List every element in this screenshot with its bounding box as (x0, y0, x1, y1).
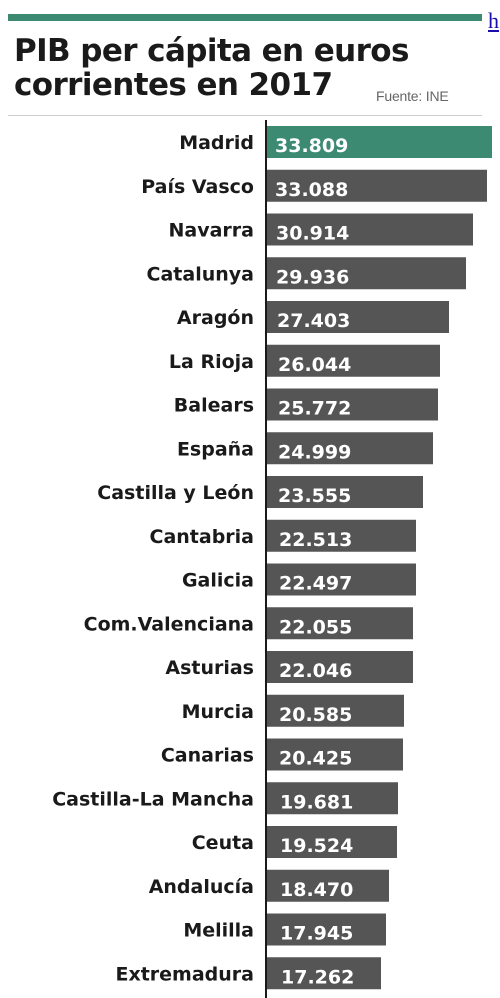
value-label-18: 17.945 (280, 923, 353, 945)
value-label-4: 27.403 (277, 310, 350, 332)
category-label-6: Balears (174, 395, 254, 417)
bar-8 (266, 476, 423, 508)
value-label-13: 20.585 (279, 704, 352, 726)
category-label-5: La Rioja (169, 351, 254, 373)
bar-5 (266, 344, 440, 377)
bar-11 (266, 607, 413, 640)
category-label-1: País Vasco (141, 176, 254, 198)
bar-16 (266, 826, 397, 858)
value-label-5: 26.044 (278, 354, 351, 376)
category-label-13: Murcia (182, 701, 254, 723)
value-label-10: 22.497 (279, 573, 352, 595)
category-label-8: Castilla y León (97, 482, 254, 504)
chart-title-line-2: corrientes en 2017 (14, 67, 333, 103)
value-label-14: 20.425 (279, 748, 352, 770)
value-label-16: 19.524 (280, 835, 353, 857)
category-label-18: Melilla (183, 920, 254, 942)
category-label-2: Navarra (169, 220, 255, 242)
category-label-17: Andalucía (149, 876, 254, 898)
value-label-11: 22.055 (279, 616, 352, 638)
value-label-19: 17.262 (281, 966, 354, 988)
bar-7 (266, 432, 433, 465)
category-label-16: Ceuta (192, 832, 254, 854)
top-accent-rule (8, 14, 482, 21)
bar-18 (266, 913, 386, 946)
category-label-4: Aragón (177, 307, 254, 329)
bar-12 (266, 651, 413, 683)
category-label-10: Galicia (182, 570, 254, 592)
value-label-3: 29.936 (276, 266, 349, 288)
value-label-8: 23.555 (278, 485, 351, 507)
bar-0 (266, 126, 492, 158)
value-label-1: 33.088 (275, 179, 348, 201)
chart-title-line-1: PIB per cápita en euros (14, 33, 409, 69)
bar-9 (266, 519, 416, 552)
category-label-14: Canarias (161, 745, 254, 767)
bar-14 (266, 738, 403, 771)
value-label-2: 30.914 (276, 223, 349, 245)
bar-1 (266, 169, 487, 202)
category-label-15: Castilla-La Mancha (52, 788, 254, 810)
value-label-12: 22.046 (279, 660, 352, 682)
bar-10 (266, 563, 416, 596)
bar-6 (266, 388, 438, 421)
category-label-7: España (177, 438, 254, 460)
category-label-19: Extremadura (115, 963, 254, 985)
category-label-11: Com.Valenciana (84, 613, 254, 635)
value-label-15: 19.681 (280, 791, 353, 813)
bar-19 (266, 957, 381, 990)
value-label-7: 24.999 (278, 441, 351, 463)
category-label-12: Asturias (165, 657, 254, 679)
bar-13 (266, 694, 404, 727)
header-divider (8, 115, 482, 116)
bar-2 (266, 213, 473, 246)
value-label-0: 33.809 (275, 135, 348, 157)
category-label-0: Madrid (179, 132, 254, 154)
category-label-9: Cantabria (150, 526, 255, 548)
category-label-3: Catalunya (147, 263, 254, 285)
source-note: Fuente: INE (376, 88, 449, 104)
bar-3 (266, 257, 466, 290)
value-label-17: 18.470 (280, 879, 353, 901)
value-label-9: 22.513 (279, 529, 352, 551)
chart-title: PIB per cápita en euros corrientes en 20… (14, 34, 434, 102)
value-label-6: 25.772 (278, 398, 351, 420)
bar-17 (266, 869, 389, 902)
bar-4 (266, 301, 449, 333)
corner-link[interactable]: h (488, 8, 499, 33)
bar-15 (266, 782, 398, 815)
